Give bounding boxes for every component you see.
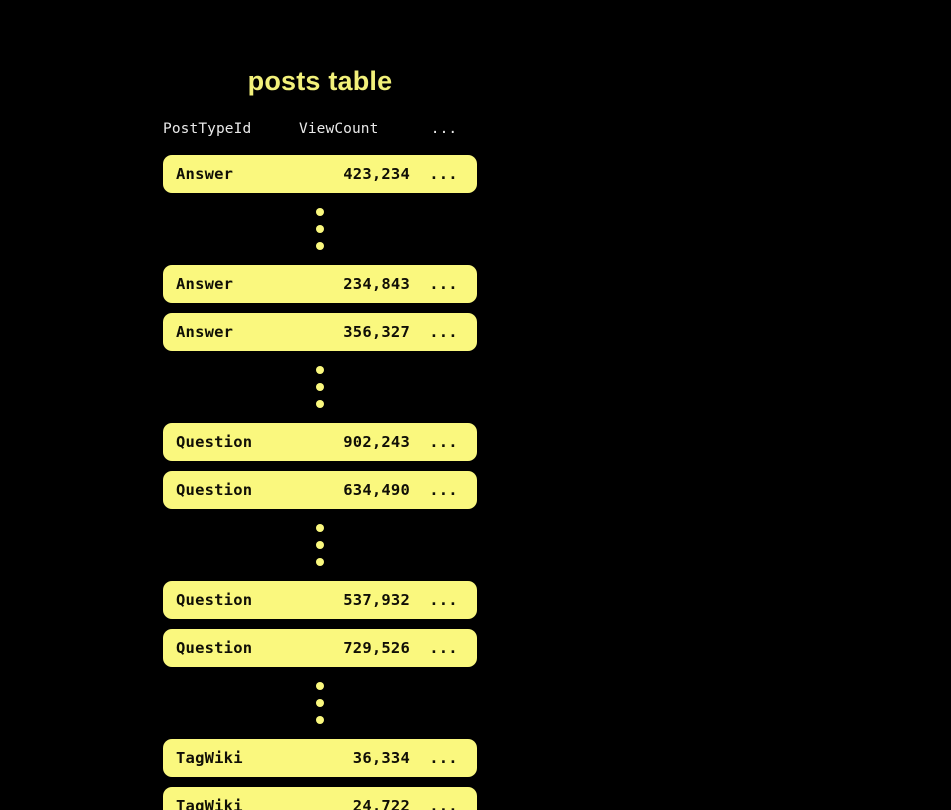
page-title: posts table xyxy=(247,66,393,96)
table-row[interactable]: Answer 356,327... xyxy=(163,313,477,351)
cell-more-ellipsis: ... xyxy=(429,481,458,499)
cell-viewcount: 356,327 xyxy=(343,323,410,341)
ellipsis-dot xyxy=(316,225,324,233)
vertical-ellipsis xyxy=(163,203,477,255)
posts-table: PostTypeId ViewCount ... Answer 423,234..… xyxy=(163,118,477,810)
cell-viewcount: 902,243 xyxy=(343,433,410,451)
vertical-ellipsis xyxy=(163,519,477,571)
cell-posttypeid: Question xyxy=(176,639,253,657)
table-row[interactable]: Question 634,490... xyxy=(163,471,477,509)
cell-posttypeid: Answer xyxy=(176,165,234,183)
cell-posttypeid: Question xyxy=(176,591,253,609)
cell-viewcount: 634,490 xyxy=(343,481,410,499)
cell-posttypeid: TagWiki xyxy=(176,749,243,767)
table-rows: Answer 423,234... Answer 234,843... Answer 35… xyxy=(163,155,477,810)
column-header-posttypeid: PostTypeId xyxy=(163,121,252,137)
table-row[interactable]: Answer 234,843... xyxy=(163,265,477,303)
cell-more-ellipsis: ... xyxy=(429,165,458,183)
cell-more-ellipsis: ... xyxy=(429,797,458,810)
ellipsis-dot xyxy=(316,524,324,532)
cell-more-ellipsis: ... xyxy=(429,433,458,451)
cell-posttypeid: Question xyxy=(176,481,253,499)
table-row[interactable]: Question 729,526... xyxy=(163,629,477,667)
cell-more-ellipsis: ... xyxy=(429,323,458,341)
ellipsis-dot xyxy=(316,208,324,216)
ellipsis-dot xyxy=(316,366,324,374)
ellipsis-dot xyxy=(316,682,324,690)
vertical-ellipsis xyxy=(163,361,477,413)
table-row[interactable]: Question 537,932... xyxy=(163,581,477,619)
ellipsis-dot xyxy=(316,400,324,408)
cell-viewcount: 729,526 xyxy=(343,639,410,657)
column-header-viewcount: ViewCount xyxy=(299,121,379,137)
cell-viewcount: 24,722 xyxy=(352,797,410,810)
cell-viewcount: 537,932 xyxy=(343,591,410,609)
cell-viewcount: 234,843 xyxy=(343,275,410,293)
table-header-row: PostTypeId ViewCount ... xyxy=(163,118,477,140)
cell-viewcount: 36,334 xyxy=(352,749,410,767)
ellipsis-dot xyxy=(316,242,324,250)
ellipsis-dot xyxy=(316,558,324,566)
table-row[interactable]: TagWiki 24,722... xyxy=(163,787,477,810)
cell-more-ellipsis: ... xyxy=(429,749,458,767)
cell-viewcount: 423,234 xyxy=(343,165,410,183)
ellipsis-dot xyxy=(316,699,324,707)
ellipsis-dot xyxy=(316,716,324,724)
cell-posttypeid: TagWiki xyxy=(176,797,243,810)
cell-more-ellipsis: ... xyxy=(429,591,458,609)
cell-more-ellipsis: ... xyxy=(429,275,458,293)
table-row[interactable]: TagWiki 36,334... xyxy=(163,739,477,777)
ellipsis-dot xyxy=(316,383,324,391)
vertical-ellipsis xyxy=(163,677,477,729)
table-row[interactable]: Question 902,243... xyxy=(163,423,477,461)
cell-posttypeid: Answer xyxy=(176,275,234,293)
cell-posttypeid: Question xyxy=(176,433,253,451)
ellipsis-dot xyxy=(316,541,324,549)
column-header-more-ellipsis: ... xyxy=(430,121,458,137)
cell-more-ellipsis: ... xyxy=(429,639,458,657)
table-row[interactable]: Answer 423,234... xyxy=(163,155,477,193)
cell-posttypeid: Answer xyxy=(176,323,234,341)
